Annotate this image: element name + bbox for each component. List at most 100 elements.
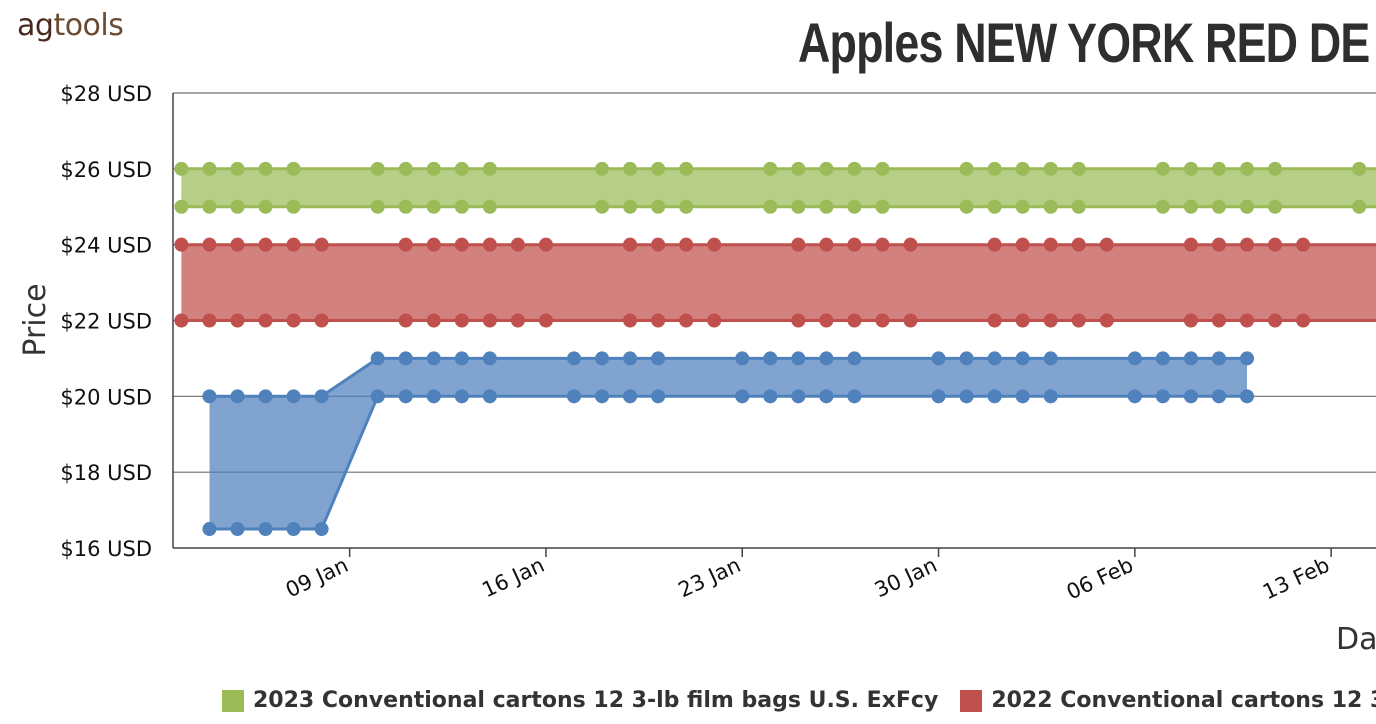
series-0-low-point <box>791 199 806 214</box>
series-2-high-point <box>1015 351 1030 366</box>
series-2-high-point <box>314 389 329 404</box>
series-1-high-point <box>538 237 553 252</box>
y-tick-label: $16 USD <box>60 537 152 561</box>
series-0-low-point <box>174 199 189 214</box>
series-1-high-point <box>1071 237 1086 252</box>
series-2-high-point <box>567 351 581 366</box>
series-0-low-point <box>651 199 666 214</box>
series-1-low-point <box>538 313 553 328</box>
legend-item[interactable]: 2022 Conventional cartons 12 3- <box>960 688 1376 713</box>
series-0-low-point <box>595 199 610 214</box>
x-tick-label: 16 Jan <box>478 553 548 603</box>
series-0-low-point <box>370 199 385 214</box>
series-1-low-point <box>314 313 329 328</box>
series-0-high-point <box>454 161 469 176</box>
series-0-low-point <box>1352 199 1367 214</box>
series-1-high-point <box>819 237 834 252</box>
series-0-low-point <box>875 199 890 214</box>
series-0-low-point <box>1015 199 1030 214</box>
series-1-low-point <box>847 313 862 328</box>
legend-item[interactable]: 2023 Conventional cartons 12 3-lb film b… <box>222 688 938 713</box>
series-0-high-point <box>651 161 666 176</box>
series-1-low-point <box>174 313 189 328</box>
series-1-high-point <box>847 237 862 252</box>
series-2-high-point <box>370 351 385 366</box>
series-2-low-point <box>651 389 666 404</box>
logo-ag-text: ag <box>17 8 54 43</box>
series-2-low-point <box>931 389 946 404</box>
series-2-low-point <box>370 389 385 404</box>
legend-label: 2023 Conventional cartons 12 3-lb film b… <box>253 688 939 713</box>
series-0-low-point <box>286 199 301 214</box>
series-0-high-point <box>1043 161 1058 176</box>
series-2-low-point <box>987 389 1002 404</box>
series-0-high-point <box>1240 161 1255 176</box>
series-2-low-point <box>1015 389 1030 404</box>
series-0-low-point <box>202 199 217 214</box>
legend-swatch <box>960 689 983 712</box>
series-1-high-point <box>679 237 694 252</box>
series-1-low-point <box>258 313 273 328</box>
series-2-high-point <box>595 351 610 366</box>
series-2-low-point <box>1043 389 1058 404</box>
x-axis-title: Da <box>1336 622 1376 657</box>
series-2-low-point <box>258 522 273 537</box>
series-0-high-point <box>1071 161 1086 176</box>
series-1-high-point <box>454 237 469 252</box>
y-axis-title: Price <box>18 283 53 356</box>
series-2-low-point <box>286 522 301 537</box>
series-1-high-point <box>903 237 918 252</box>
series-1-low-point <box>875 313 890 328</box>
series-0-high-point <box>959 161 974 176</box>
series-0-high-point <box>174 161 189 176</box>
series-1-low-point <box>230 313 245 328</box>
series-0-high-point <box>847 161 862 176</box>
series-1-high-point <box>1296 237 1311 252</box>
series-0-low-point <box>1211 199 1226 214</box>
series-1-low-point <box>1099 313 1114 328</box>
chart-title: Apples NEW YORK RED DE <box>798 11 1370 74</box>
series-1-high-point <box>1268 237 1283 252</box>
series-1-low-point <box>1211 313 1226 328</box>
series-2-low-point <box>959 389 974 404</box>
series-0-high-point <box>1155 161 1170 176</box>
series-1-high-point <box>314 237 329 252</box>
series-2-low-point <box>230 522 245 537</box>
series-1-low-point <box>1296 313 1311 328</box>
series-2-high-point <box>202 389 217 404</box>
series-0-range-area <box>181 168 1376 207</box>
series-0-high-point <box>1183 161 1198 176</box>
y-tick-label: $28 USD <box>60 82 152 106</box>
series-0-high-point <box>1015 161 1030 176</box>
legend-label: 2022 Conventional cartons 12 3- <box>991 688 1376 713</box>
series-0-low-point <box>1043 199 1058 214</box>
series-1-low-point <box>679 313 694 328</box>
series-1-low-point <box>791 313 806 328</box>
series-1-high-point <box>791 237 806 252</box>
series-0-high-point <box>1268 161 1283 176</box>
series-2-high-point <box>1211 351 1226 366</box>
series-1-high-point <box>230 237 245 252</box>
y-tick-labels: $16 USD $18 USD $20 USD $22 USD $24 USD $26 U… <box>60 82 152 561</box>
series-2-high-point <box>1043 351 1058 366</box>
series-2-high-point <box>454 351 469 366</box>
agtools-logo[interactable]: agtools <box>17 8 124 43</box>
series-0-high-point <box>202 161 217 176</box>
series-2-low-point <box>202 522 217 537</box>
series-points <box>174 161 1367 537</box>
series-0-low-point <box>1268 199 1283 214</box>
series-1-high-point <box>623 237 638 252</box>
series-1-low-point <box>707 313 722 328</box>
series-2-high-point <box>426 351 441 366</box>
series-2-high-point <box>763 351 778 366</box>
series-2-low-point <box>735 389 750 404</box>
series-1-high-point <box>1240 237 1255 252</box>
series-0-low-point <box>1155 199 1170 214</box>
series-0-high-point <box>987 161 1002 176</box>
series-1-high-point <box>875 237 890 252</box>
series-1-low-point <box>1015 313 1030 328</box>
series-0-high-point <box>230 161 245 176</box>
series-2-low-point <box>819 389 834 404</box>
y-tick-label: $24 USD <box>60 234 152 258</box>
